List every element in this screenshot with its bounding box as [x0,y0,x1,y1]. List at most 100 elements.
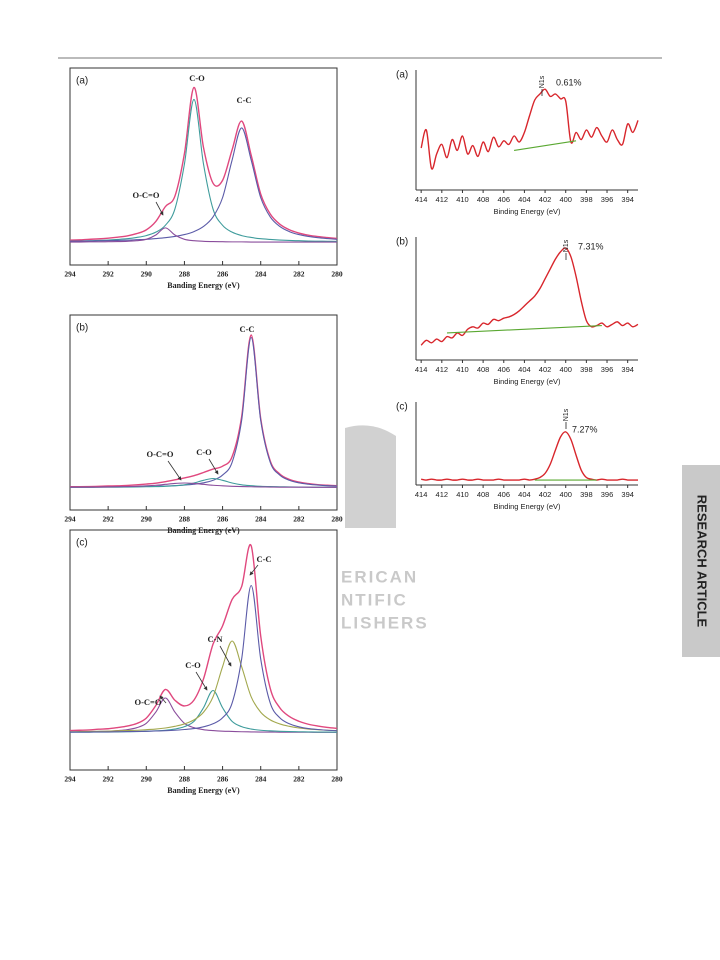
series-line [69,127,338,242]
x-tick-label: 290 [141,775,153,784]
x-tick-label: 284 [255,775,267,784]
watermark: ERICAN NTIFIC LISHERS [341,425,429,632]
x-tick-label: 292 [103,270,115,279]
series-line [421,431,638,481]
peak-arrow [195,671,208,691]
series-line [69,227,337,243]
x-tick-label: 398 [580,365,593,374]
x-tick-label: 414 [415,365,428,374]
peak-label: O-C=O [134,697,161,707]
peak-label: N1s [563,408,570,421]
x-tick-label: 280 [331,270,343,279]
series-line [446,325,602,334]
x-tick-label: 396 [601,490,614,499]
panel-label: (b) [76,323,88,334]
peak-arrow [155,201,164,216]
x-tick-label: 410 [456,490,469,499]
x-tick-label: 412 [436,490,449,499]
peak-label: O-C=O [132,190,159,200]
peak-label: C-N [207,634,223,644]
x-tick-label: 292 [103,515,115,524]
x-tick-label: 396 [601,365,614,374]
x-tick-label: 282 [293,270,305,279]
x-tick-label: 402 [539,195,552,204]
x-tick-label: 292 [103,775,115,784]
series-line [69,98,338,242]
x-tick-label: 408 [477,365,490,374]
x-tick-label: 288 [179,270,191,279]
x-tick-label: 412 [436,365,449,374]
x-tick-label: 410 [456,365,469,374]
chart: 414 412 410 408 406 404 402 400 398 396 394 Binding… [396,402,638,511]
x-tick-label: 404 [518,365,531,374]
x-tick-label: 288 [179,775,191,784]
x-tick-label: 406 [498,365,511,374]
plot-frame [69,314,338,511]
percent-label: 7.27% [572,424,598,434]
x-tick-label: 400 [559,195,572,204]
series-line [514,140,577,151]
peak-label: C-O [185,660,201,670]
x-tick-label: 286 [217,775,229,784]
watermark-text: ERICAN [341,567,418,586]
x-tick-label: 280 [331,515,343,524]
x-tick-label: 396 [601,195,614,204]
plot-frame [69,529,338,771]
x-tick-label: 286 [217,270,229,279]
watermark-text: NTIFIC [341,590,408,609]
series-line [420,247,639,346]
panel-label: (a) [76,76,88,87]
peak-label: C-C [256,554,271,564]
x-axis-label: Banding Energy (eV) [167,786,240,795]
peak-label: C-C [239,324,254,334]
percent-label: 0.61% [556,77,582,87]
x-axis-label: Binding Energy (eV) [493,207,561,216]
peak-label: C-O [196,447,212,457]
peak-arrow [249,564,259,576]
panel-label: (c) [76,538,88,549]
panel-label: (a) [396,70,408,81]
x-tick-label: 414 [415,490,428,499]
x-tick-label: 404 [518,490,531,499]
x-tick-label: 290 [141,515,153,524]
x-tick-label: 408 [477,195,490,204]
series-line [70,482,337,488]
x-tick-label: 412 [436,195,449,204]
x-tick-label: 400 [559,365,572,374]
peak-label: N1s [539,75,546,88]
x-tick-label: 394 [621,195,634,204]
percent-label: 7.31% [578,241,604,251]
panel-label: (b) [396,237,408,248]
series-line [69,86,338,241]
x-tick-label: 404 [518,195,531,204]
x-tick-label: 282 [293,515,305,524]
peak-arrow [159,695,167,704]
x-tick-label: 402 [539,365,552,374]
plot-frame [69,67,338,266]
x-tick-label: 398 [580,490,593,499]
peak-label: O-C=O [146,449,173,459]
peak-label: N1s [563,239,570,252]
x-tick-label: 406 [498,195,511,204]
x-tick-label: 408 [477,490,490,499]
peak-arrow [208,458,219,475]
x-tick-label: 286 [217,515,229,524]
x-tick-label: 288 [179,515,191,524]
peak-label: C-O [189,73,205,83]
x-axis-label: Binding Energy (eV) [493,377,561,386]
chart: 414 412 410 408 406 404 402 400 398 396 394 Binding… [396,237,639,386]
series-line [69,336,338,488]
x-tick-label: 294 [64,775,76,784]
series-line [420,88,639,170]
series-line [70,584,338,733]
x-tick-label: 410 [456,195,469,204]
x-tick-label: 394 [621,490,634,499]
side-tab-label: RESEARCH ARTICLE [695,495,710,628]
watermark-logo [345,425,396,528]
x-tick-label: 290 [141,270,153,279]
watermark-text: LISHERS [341,613,429,632]
